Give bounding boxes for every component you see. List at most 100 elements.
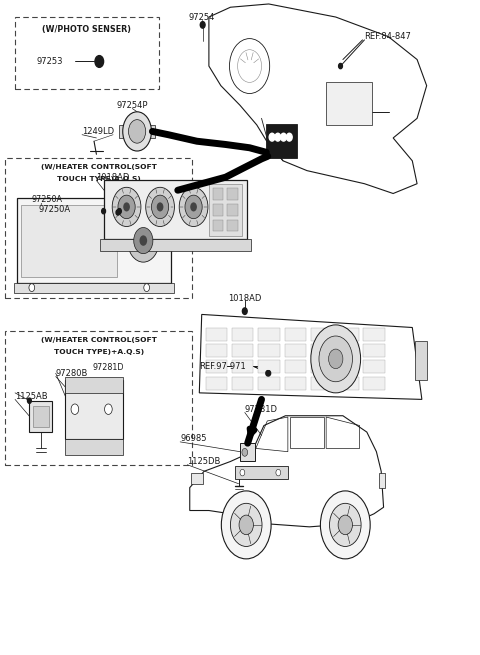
Text: TOUCH TYPE)+A.Q.S): TOUCH TYPE)+A.Q.S): [54, 349, 144, 355]
Text: 1018AD: 1018AD: [228, 293, 262, 303]
Circle shape: [116, 210, 120, 215]
Bar: [311, 328, 332, 341]
Bar: [104, 180, 247, 239]
Text: REF.84-847: REF.84-847: [364, 32, 411, 41]
Bar: [205, 344, 227, 357]
Circle shape: [311, 325, 360, 393]
Circle shape: [129, 120, 146, 143]
Bar: [258, 377, 280, 390]
Bar: [311, 377, 332, 390]
Circle shape: [321, 491, 370, 559]
Circle shape: [221, 491, 271, 559]
Circle shape: [267, 371, 271, 376]
Bar: [205, 360, 227, 373]
Bar: [232, 360, 253, 373]
Circle shape: [95, 56, 104, 67]
Circle shape: [152, 195, 168, 219]
Circle shape: [157, 202, 163, 212]
Bar: [285, 360, 306, 373]
Text: 97281D: 97281D: [93, 364, 124, 373]
Circle shape: [276, 470, 281, 476]
Bar: [258, 360, 280, 373]
Circle shape: [27, 398, 31, 403]
Bar: [209, 183, 242, 236]
Bar: [363, 360, 385, 373]
Circle shape: [190, 202, 197, 212]
Bar: [205, 377, 227, 390]
Circle shape: [144, 284, 150, 291]
Circle shape: [179, 187, 208, 227]
Circle shape: [275, 133, 281, 141]
Bar: [258, 328, 280, 341]
Circle shape: [230, 503, 262, 546]
Circle shape: [338, 64, 342, 69]
Circle shape: [329, 503, 361, 546]
Bar: [240, 443, 255, 462]
Bar: [235, 466, 288, 479]
Bar: [337, 360, 359, 373]
Text: (W/HEATER CONTROL(SOFT: (W/HEATER CONTROL(SOFT: [41, 164, 157, 170]
Circle shape: [29, 284, 35, 291]
Bar: [5, 331, 192, 465]
Bar: [100, 239, 251, 251]
Bar: [21, 204, 117, 276]
Text: 97280B: 97280B: [56, 369, 88, 378]
Bar: [311, 360, 332, 373]
Bar: [65, 377, 123, 393]
Bar: [33, 406, 48, 427]
Circle shape: [146, 187, 174, 227]
Bar: [285, 344, 306, 357]
Circle shape: [242, 308, 247, 314]
Bar: [227, 219, 238, 231]
Bar: [285, 377, 306, 390]
Circle shape: [118, 208, 121, 214]
Bar: [363, 344, 385, 357]
Bar: [191, 473, 203, 484]
Circle shape: [112, 187, 141, 227]
Circle shape: [134, 227, 153, 253]
Circle shape: [123, 112, 152, 151]
Text: 97254P: 97254P: [117, 101, 148, 110]
Text: 97281D: 97281D: [245, 405, 278, 414]
Text: (W/PHOTO SENSER): (W/PHOTO SENSER): [42, 25, 132, 34]
Bar: [337, 344, 359, 357]
Text: 96985: 96985: [180, 434, 207, 443]
Bar: [213, 204, 223, 215]
Bar: [119, 125, 156, 138]
Bar: [65, 380, 123, 439]
Bar: [65, 439, 123, 455]
Circle shape: [240, 470, 245, 476]
Bar: [13, 283, 174, 293]
Bar: [213, 188, 223, 200]
Circle shape: [128, 219, 159, 262]
Circle shape: [328, 349, 343, 369]
Bar: [15, 17, 158, 89]
Circle shape: [242, 449, 248, 457]
Text: 1125DB: 1125DB: [187, 457, 221, 466]
Bar: [5, 158, 192, 298]
Bar: [363, 377, 385, 390]
Bar: [311, 344, 332, 357]
Circle shape: [266, 371, 270, 376]
Bar: [363, 328, 385, 341]
Bar: [232, 377, 253, 390]
Text: 1018AD: 1018AD: [96, 173, 130, 181]
Bar: [227, 204, 238, 215]
Bar: [337, 328, 359, 341]
Circle shape: [239, 515, 253, 534]
Bar: [213, 219, 223, 231]
Bar: [415, 341, 427, 380]
Bar: [258, 344, 280, 357]
Circle shape: [102, 208, 106, 214]
Bar: [285, 328, 306, 341]
Circle shape: [200, 22, 205, 28]
Circle shape: [269, 133, 275, 141]
Circle shape: [71, 404, 79, 415]
Bar: [205, 328, 227, 341]
Text: 97250A: 97250A: [39, 206, 71, 214]
Circle shape: [140, 235, 147, 246]
Bar: [337, 377, 359, 390]
Circle shape: [319, 336, 352, 382]
Circle shape: [338, 515, 352, 534]
Bar: [17, 198, 170, 283]
